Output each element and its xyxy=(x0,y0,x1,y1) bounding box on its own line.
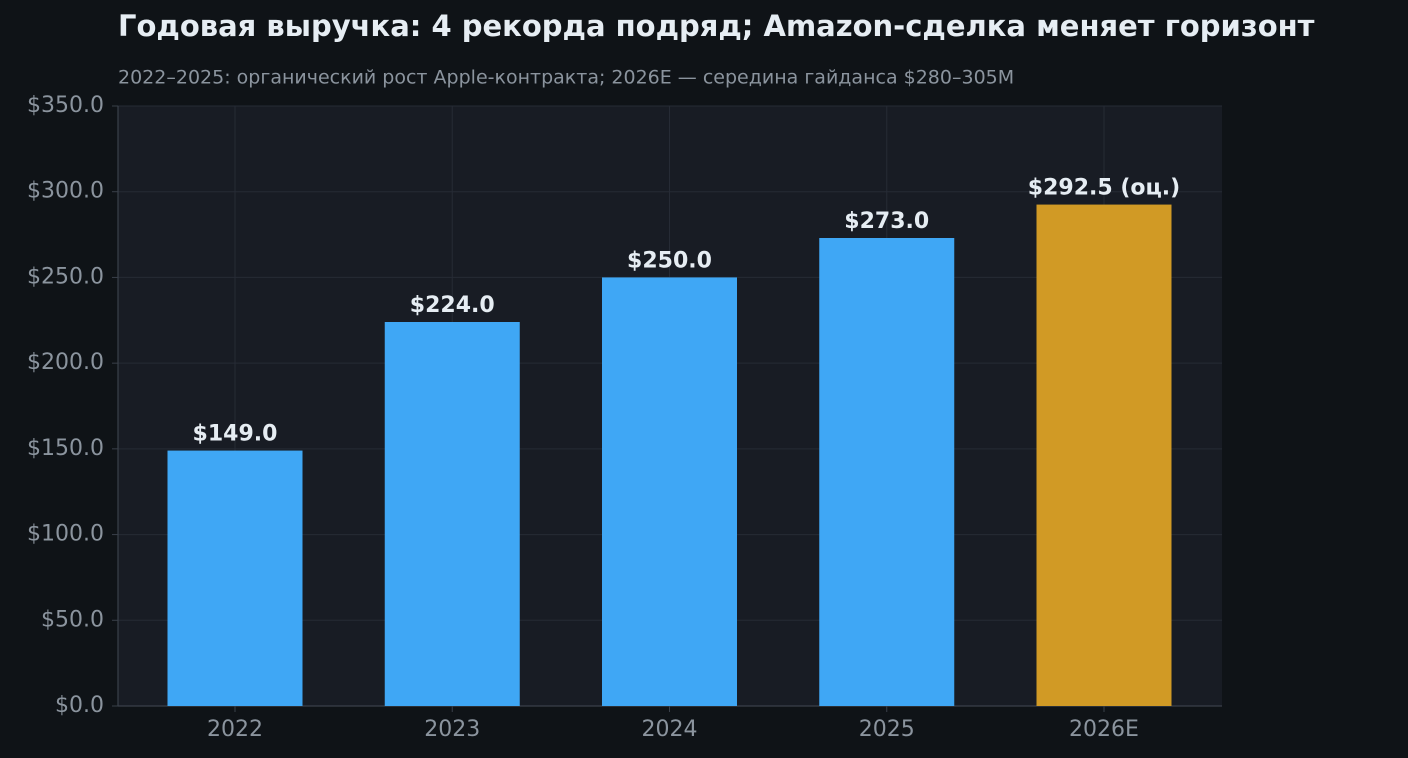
bar xyxy=(167,450,303,706)
x-tick-label: 2024 xyxy=(642,717,698,742)
x-tick-label: 2023 xyxy=(424,717,480,742)
y-tick-label: $50.0 xyxy=(41,607,104,632)
y-tick-label: $150.0 xyxy=(27,436,104,461)
y-tick-label: $250.0 xyxy=(27,264,104,289)
y-tick-label: $300.0 xyxy=(27,179,104,204)
x-tick-label: 2025 xyxy=(859,717,915,742)
bar xyxy=(384,322,520,706)
y-tick-label: $100.0 xyxy=(27,522,104,547)
bar xyxy=(1036,204,1172,707)
chart-subtitle: 2022–2025: органический рост Apple-контр… xyxy=(118,67,1014,89)
value-label: $224.0 xyxy=(410,293,495,318)
y-tick-label: $200.0 xyxy=(27,350,104,375)
chart-title: Годовая выручка: 4 рекорда подряд; Amazo… xyxy=(118,9,1315,43)
bar xyxy=(602,277,737,706)
value-label: $273.0 xyxy=(844,209,929,234)
x-tick-label: 2022 xyxy=(207,717,263,742)
value-label: $149.0 xyxy=(193,422,278,447)
bar xyxy=(819,238,955,706)
y-tick-label: $350.0 xyxy=(27,93,104,118)
y-tick-label: $0.0 xyxy=(55,693,104,718)
value-label: $292.5 (оц.) xyxy=(1028,176,1180,201)
value-label: $250.0 xyxy=(627,248,712,273)
x-tick-label: 2026E xyxy=(1069,717,1139,742)
